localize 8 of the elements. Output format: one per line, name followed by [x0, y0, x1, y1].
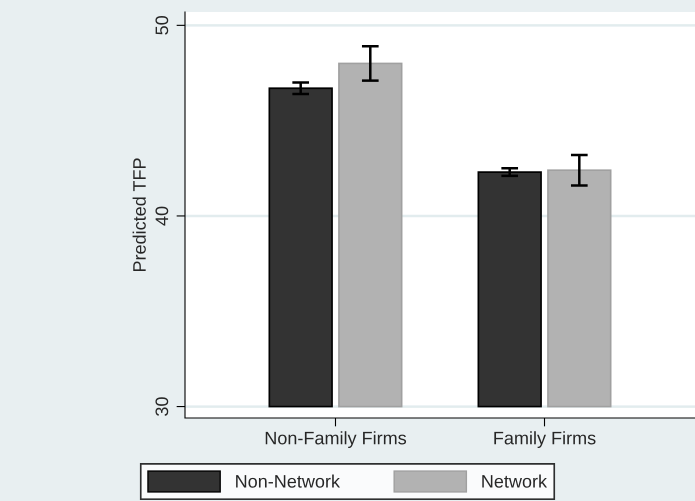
- legend-label: Network: [482, 474, 548, 488]
- x-tick-label: Family Firms: [494, 431, 596, 448]
- y-tick-label: 30: [155, 397, 168, 416]
- y-tick-label: 50: [155, 16, 168, 35]
- x-tick-label: Non-Family Firms: [266, 431, 406, 448]
- y-tick-label: 40: [155, 206, 168, 226]
- legend-label: Non-Network: [236, 474, 340, 488]
- y-axis-title: Predicted TFP: [132, 158, 146, 272]
